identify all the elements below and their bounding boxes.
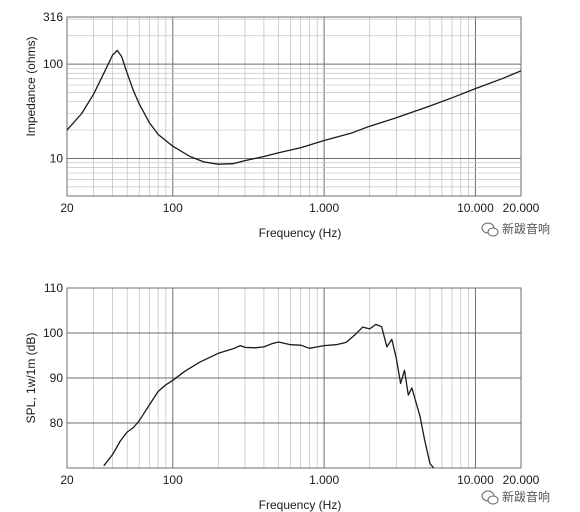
y-tick-label: 90 xyxy=(50,371,64,385)
watermark-text: 新跋音响 xyxy=(502,221,550,236)
x-tick-label: 10.000 xyxy=(457,473,494,487)
x-tick-label: 20.000 xyxy=(503,473,540,487)
x-tick-label: 20 xyxy=(60,201,74,215)
x-tick-label: 100 xyxy=(163,201,183,215)
x-tick-label: 1.000 xyxy=(309,201,339,215)
series-line xyxy=(103,323,435,469)
impedance-chart: 20 100 1.000 10.000 20.000 316 100 10 Frequency … xyxy=(24,10,540,240)
y-tick-label: 80 xyxy=(50,416,64,430)
x-tick-label: 10.000 xyxy=(457,201,494,215)
y-tick-label: 10 xyxy=(50,151,64,165)
plot-frame xyxy=(66,16,522,197)
spl-chart: 20 100 1.000 10.000 20.000 110 100 90 80 Frequenc… xyxy=(24,281,540,512)
x-tick-label: 20.000 xyxy=(503,201,540,215)
watermark-bottom: 新跋音响 xyxy=(481,489,550,505)
x-tick-label: 1.000 xyxy=(309,473,339,487)
series-line xyxy=(66,49,522,165)
grid xyxy=(66,16,522,197)
y-tick-label: 316 xyxy=(43,10,63,24)
y-tick-label: 100 xyxy=(43,326,63,340)
wechat-icon xyxy=(481,222,499,237)
grid xyxy=(66,287,522,469)
y-axis-label: Impedance (ohms) xyxy=(24,36,38,136)
y-tick-label: 100 xyxy=(43,57,63,71)
x-axis-label: Frequency (Hz) xyxy=(259,498,342,512)
plot-frame xyxy=(66,287,522,469)
x-tick-label: 20 xyxy=(60,473,74,487)
watermark-text: 新跋音响 xyxy=(502,489,550,504)
watermark-top: 新跋音响 xyxy=(481,221,550,237)
wechat-icon xyxy=(481,490,499,505)
y-tick-label: 110 xyxy=(44,281,63,295)
y-axis-label: SPL, 1w/1m (dB) xyxy=(24,333,38,424)
x-axis-label: Frequency (Hz) xyxy=(259,226,342,240)
x-tick-label: 100 xyxy=(163,473,183,487)
